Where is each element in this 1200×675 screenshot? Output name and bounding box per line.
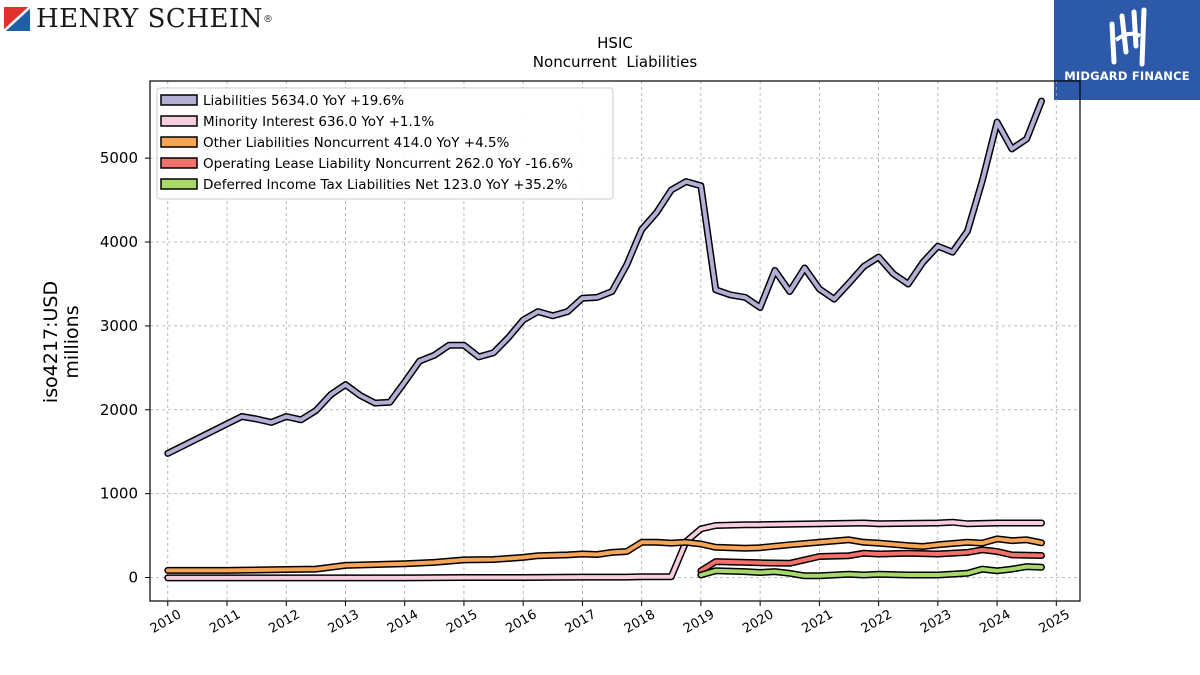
midgard-finance-label: MIDGARD FINANCE: [1064, 69, 1190, 83]
x-tick-label: 2011: [207, 607, 243, 637]
y-axis: 0 1000 2000 3000 4000 5000: [100, 149, 150, 587]
plot-frame: [149, 80, 1081, 602]
x-tick-label: 2021: [800, 607, 836, 637]
legend-swatch-minority-interest: [160, 115, 198, 127]
legend-label-other-liabilities-noncurrent: Other Liabilities Noncurrent 414.0 YoY +…: [203, 135, 510, 151]
y-axis-label-line1: iso4217:USD: [40, 281, 62, 403]
chart-subtitle: Noncurrent Liabilities: [533, 53, 698, 71]
series-line-minority-interest: [165, 520, 1044, 580]
x-tick-label: 2012: [266, 607, 302, 637]
series-line-liabilities: [165, 99, 1044, 456]
x-axis: 2010 2011 2012 2013 2014 2015 2016 2017 2018 2019…: [148, 601, 1073, 637]
legend-label-minority-interest: Minority Interest 636.0 YoY +1.1%: [203, 114, 434, 130]
henry-schein-wordmark: HENRY SCHEIN: [36, 4, 263, 34]
x-tick-label: 2014: [385, 607, 421, 637]
henry-schein-star-icon: [4, 7, 30, 31]
legend-label-operating-lease-liability-noncurrent: Operating Lease Liability Noncurrent 262…: [203, 156, 573, 172]
y-tick-label: 3000: [100, 317, 138, 335]
legend-label-liabilities: Liabilities 5634.0 YoY +19.6%: [203, 93, 404, 109]
y-tick-label: 0: [128, 569, 138, 587]
y-tick-label: 2000: [100, 401, 138, 419]
midgard-finance-logo: MIDGARD FINANCE: [1054, 0, 1200, 100]
henry-schein-logo: HENRY SCHEIN ®: [4, 4, 273, 34]
series-line-deferred-income-tax-liabilities-net: [698, 564, 1044, 578]
series-lines: [164, 97, 1045, 582]
chart-title: HSIC: [597, 34, 633, 52]
series-line-other-liabilities-noncurrent: [165, 536, 1044, 573]
midgard-emblem-icon: [1109, 7, 1147, 67]
y-tick-label: 1000: [100, 485, 138, 503]
legend-label-deferred-income-tax-liabilities-net: Deferred Income Tax Liabilities Net 123.…: [203, 177, 568, 193]
legend: Liabilities 5634.0 YoY +19.6% Minority In…: [156, 87, 614, 200]
series-line-operating-lease-liability-noncurrent: [698, 547, 1044, 573]
y-tick-label: 5000: [100, 149, 138, 167]
y-tick-label: 4000: [100, 233, 138, 251]
legend-swatch-deferred-income-tax-liabilities-net: [160, 178, 198, 190]
legend-swatch-liabilities: [160, 94, 198, 106]
x-tick-label: 2018: [622, 607, 658, 637]
x-tick-label: 2016: [503, 607, 539, 637]
x-tick-label: 2023: [918, 607, 954, 637]
x-tick-label: 2010: [148, 607, 184, 637]
legend-box: [156, 87, 614, 200]
registered-mark: ®: [263, 13, 273, 25]
x-tick-label: 2025: [1036, 607, 1072, 637]
x-tick-label: 2015: [444, 607, 480, 637]
x-tick-label: 2022: [859, 607, 895, 637]
x-tick-label: 2024: [977, 607, 1013, 637]
x-tick-label: 2019: [681, 607, 717, 637]
legend-swatch-other-liabilities-noncurrent: [160, 136, 198, 148]
legend-swatch-operating-lease-liability-noncurrent: [160, 157, 198, 169]
y-axis-label-line2: millions: [61, 305, 83, 378]
x-tick-label: 2017: [563, 607, 599, 637]
x-tick-label: 2020: [740, 607, 776, 637]
x-tick-label: 2013: [326, 607, 362, 637]
